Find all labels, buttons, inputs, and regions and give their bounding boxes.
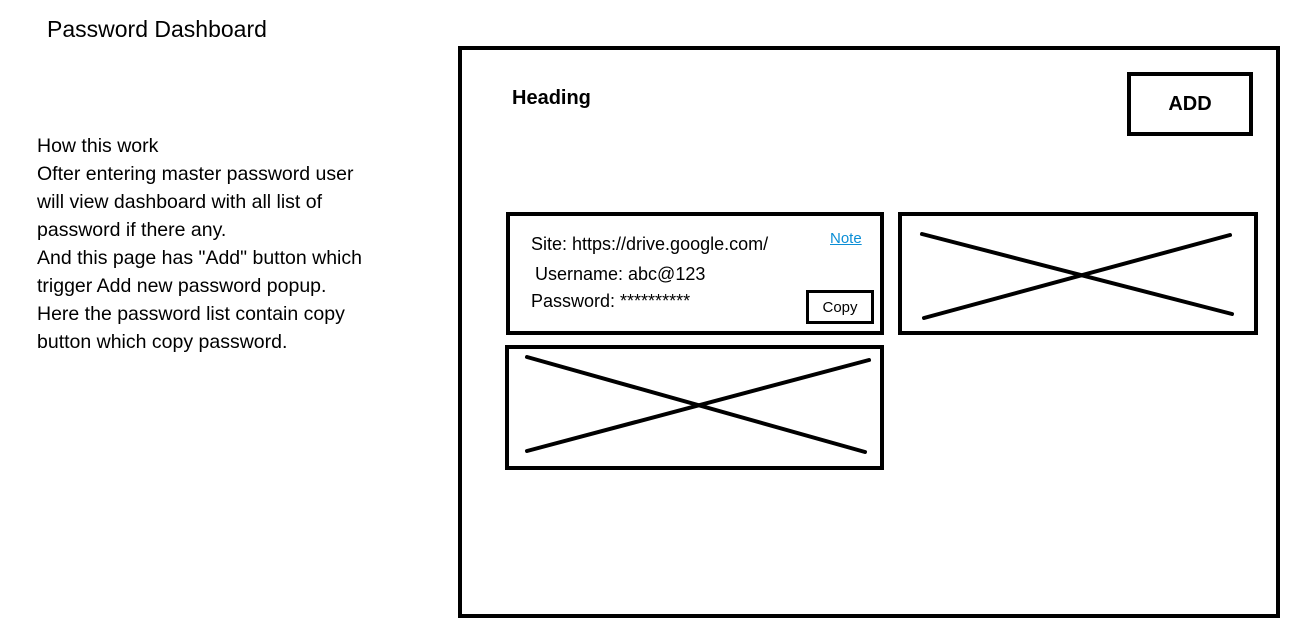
copy-button[interactable]: Copy: [806, 290, 874, 324]
placeholder-cross-icon: [920, 232, 1234, 320]
description-line: will view dashboard with all list of: [37, 191, 323, 213]
dashboard-heading: Heading: [512, 87, 591, 109]
description-line: How this work: [37, 135, 159, 157]
description-line: button which copy password.: [37, 331, 288, 353]
note-link[interactable]: Note: [830, 230, 862, 247]
description-text: How this work Ofter entering master pass…: [37, 132, 437, 356]
password-card: Site: https://drive.google.com/ Username…: [506, 212, 884, 335]
page-title: Password Dashboard: [47, 16, 267, 42]
placeholder-cross-icon: [525, 355, 871, 454]
dashboard-frame: [458, 46, 1280, 618]
description-line: trigger Add new password popup.: [37, 275, 327, 297]
card-password: Password: **********: [531, 291, 691, 311]
description-line: password if there any.: [37, 219, 227, 241]
description-line: Here the password list contain copy: [37, 303, 345, 325]
card-username: Username: abc@123: [535, 264, 706, 284]
description-line: Ofter entering master password user: [37, 163, 354, 185]
card-site: Site: https://drive.google.com/: [531, 234, 769, 254]
description-line: And this page has "Add" button which: [37, 247, 362, 269]
add-button[interactable]: ADD: [1127, 72, 1253, 136]
card-placeholder: [505, 345, 884, 470]
card-placeholder: [898, 212, 1258, 335]
